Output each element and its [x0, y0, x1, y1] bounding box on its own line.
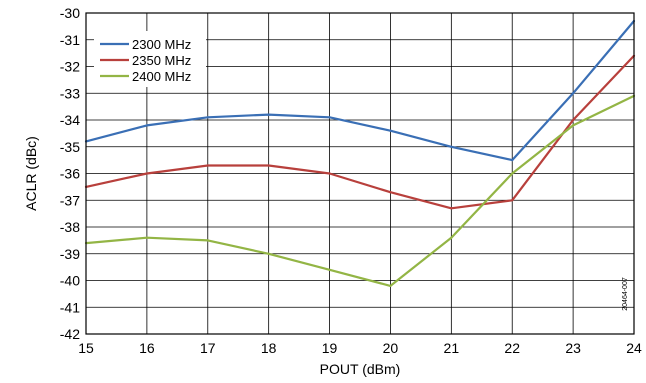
data-point: [267, 164, 270, 167]
data-point: [389, 129, 392, 132]
legend-label: 2350 MHz: [132, 53, 191, 68]
data-point: [572, 118, 575, 122]
data-point: [145, 236, 148, 239]
series-line-2350-mhz: [85, 55, 635, 210]
y-tick-labels: -30 -31 -32 -33 -34 -35 -36 -37 -38 -39 -40 -41 -42: [60, 5, 80, 342]
data-point: [267, 113, 270, 116]
y-tick-label: -38: [60, 219, 80, 235]
y-tick-label: -31: [60, 32, 80, 48]
y-tick-label: -36: [60, 166, 80, 182]
x-tick-label: 20: [383, 340, 399, 356]
y-tick-label: -40: [60, 273, 80, 289]
data-point: [206, 239, 209, 242]
x-tick-label: 15: [78, 340, 94, 356]
x-axis-label: POUT (dBm): [320, 361, 401, 377]
data-point: [145, 172, 148, 175]
x-tick-label: 22: [504, 340, 520, 356]
x-tick-label: 23: [565, 340, 581, 356]
y-tick-label: -35: [60, 139, 80, 155]
data-point: [389, 284, 392, 287]
data-point: [328, 116, 331, 119]
data-point: [389, 191, 392, 194]
data-point: [328, 172, 331, 175]
data-point: [206, 164, 209, 167]
plot-frame: [85, 12, 635, 335]
y-tick-label: -34: [60, 112, 80, 128]
x-tick-label: 17: [200, 340, 216, 356]
y-tick-label: -30: [60, 5, 80, 21]
data-point: [511, 199, 514, 202]
data-point: [511, 172, 514, 175]
x-tick-label: 16: [139, 340, 155, 356]
figure-id: 20464-007: [622, 277, 629, 311]
data-point: [511, 159, 514, 162]
x-tick-label: 18: [261, 340, 277, 356]
y-tick-label: -41: [60, 299, 80, 315]
data-point: [206, 116, 209, 119]
data-point: [145, 124, 148, 127]
data-point: [572, 92, 575, 95]
series-line-2400-mhz: [85, 94, 635, 287]
data-point: [450, 145, 453, 148]
y-tick-label: -33: [60, 85, 80, 101]
y-axis-label: ACLR (dBc): [23, 136, 39, 211]
series-line-2300-mhz: [85, 20, 635, 162]
data-point: [572, 124, 575, 127]
data-point: [267, 252, 270, 255]
x-tick-label: 21: [444, 340, 460, 356]
data-point: [328, 268, 331, 271]
data-point: [450, 207, 453, 210]
x-tick-labels: 15 16 17 18 19 20 21 22 23 24: [78, 340, 642, 356]
x-tick-label: 24: [626, 340, 642, 356]
data-point: [450, 236, 453, 239]
y-tick-label: -37: [60, 192, 80, 208]
y-tick-label: -39: [60, 246, 80, 262]
y-tick-label: -32: [60, 59, 80, 75]
legend-label: 2400 MHz: [132, 69, 191, 84]
y-tick-label: -42: [60, 326, 80, 342]
legend-label: 2300 MHz: [132, 37, 191, 52]
x-tick-label: 19: [322, 340, 338, 356]
